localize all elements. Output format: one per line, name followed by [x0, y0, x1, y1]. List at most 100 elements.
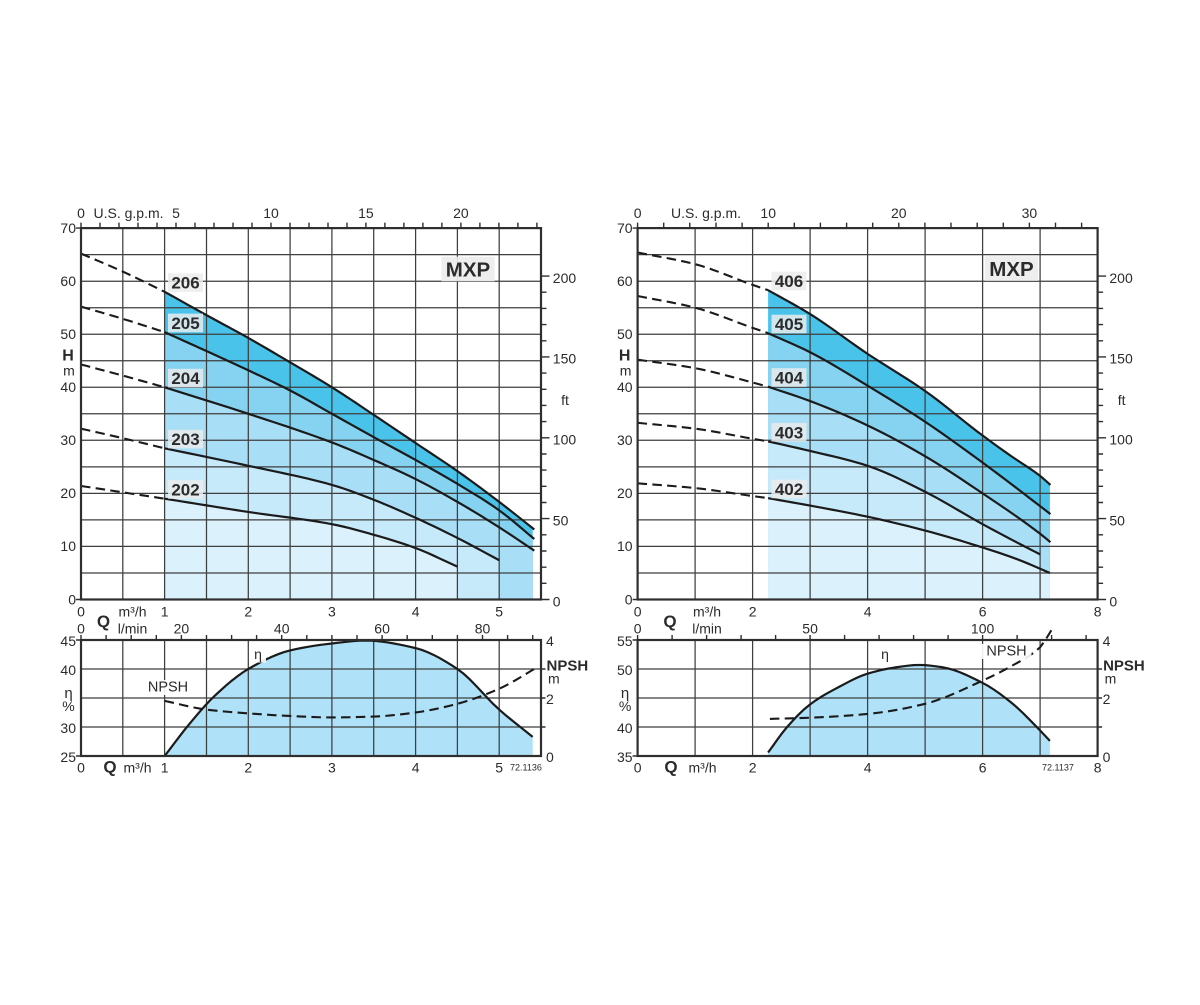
- svg-text:403: 403: [775, 423, 803, 442]
- svg-text:m: m: [63, 363, 75, 379]
- svg-text:30: 30: [1022, 205, 1038, 221]
- svg-text:%: %: [619, 698, 631, 714]
- svg-text:72.1137: 72.1137: [1042, 763, 1074, 773]
- svg-text:405: 405: [775, 315, 803, 334]
- svg-text:0: 0: [77, 760, 85, 776]
- svg-text:U.S. g.p.m.: U.S. g.p.m.: [671, 205, 741, 221]
- svg-text:H: H: [619, 348, 631, 365]
- svg-text:1: 1: [161, 760, 169, 776]
- svg-text:MXP: MXP: [989, 258, 1033, 281]
- svg-text:0: 0: [634, 621, 642, 637]
- svg-text:406: 406: [775, 272, 803, 291]
- svg-text:0: 0: [77, 621, 85, 637]
- svg-text:4: 4: [412, 604, 420, 620]
- svg-text:η: η: [254, 646, 262, 662]
- svg-text:30: 30: [60, 432, 76, 448]
- svg-text:5: 5: [495, 604, 503, 620]
- svg-text:204: 204: [171, 369, 200, 388]
- svg-text:40: 40: [617, 379, 633, 395]
- svg-text:8: 8: [1094, 604, 1102, 620]
- svg-text:Q: Q: [664, 758, 677, 777]
- svg-text:0: 0: [1103, 749, 1111, 765]
- svg-text:6: 6: [979, 760, 987, 776]
- svg-text:5: 5: [495, 760, 503, 776]
- svg-text:4: 4: [412, 760, 420, 776]
- svg-text:0: 0: [634, 604, 642, 620]
- svg-text:m³/h: m³/h: [124, 760, 152, 776]
- svg-text:15: 15: [358, 205, 374, 221]
- svg-text:20: 20: [174, 621, 190, 637]
- svg-text:30: 30: [617, 432, 633, 448]
- svg-text:20: 20: [453, 205, 469, 221]
- svg-text:6: 6: [979, 604, 987, 620]
- svg-text:5: 5: [172, 205, 180, 221]
- svg-text:100: 100: [1109, 432, 1133, 448]
- svg-text:10: 10: [617, 538, 633, 554]
- svg-text:202: 202: [171, 481, 199, 500]
- svg-text:l/min: l/min: [118, 621, 148, 637]
- svg-text:200: 200: [553, 270, 577, 286]
- svg-text:25: 25: [60, 749, 76, 765]
- svg-text:U.S. g.p.m.: U.S. g.p.m.: [93, 205, 163, 221]
- svg-text:m³/h: m³/h: [693, 604, 721, 620]
- svg-text:Q: Q: [97, 612, 110, 631]
- svg-text:m: m: [1105, 671, 1117, 687]
- svg-text:0: 0: [634, 205, 642, 221]
- svg-text:60: 60: [374, 621, 390, 637]
- svg-text:205: 205: [171, 314, 199, 333]
- svg-text:20: 20: [60, 485, 76, 501]
- svg-text:20: 20: [891, 205, 907, 221]
- svg-text:η: η: [881, 646, 889, 662]
- svg-text:m: m: [548, 671, 560, 687]
- svg-text:206: 206: [171, 274, 199, 293]
- svg-text:50: 50: [617, 662, 633, 678]
- svg-text:0: 0: [1109, 593, 1117, 609]
- svg-text:50: 50: [553, 512, 569, 528]
- svg-text:40: 40: [60, 662, 76, 678]
- svg-text:η: η: [64, 685, 72, 702]
- svg-text:Q: Q: [103, 758, 116, 777]
- svg-text:60: 60: [60, 273, 76, 289]
- svg-text:ft: ft: [561, 392, 569, 408]
- svg-text:40: 40: [617, 720, 633, 736]
- svg-text:200: 200: [1109, 270, 1133, 286]
- svg-text:m³/h: m³/h: [119, 604, 147, 620]
- svg-text:0: 0: [546, 749, 554, 765]
- svg-text:2: 2: [244, 604, 252, 620]
- svg-text:203: 203: [171, 430, 199, 449]
- svg-text:4: 4: [864, 604, 872, 620]
- svg-text:%: %: [62, 698, 74, 714]
- svg-text:80: 80: [475, 621, 491, 637]
- svg-text:10: 10: [263, 205, 279, 221]
- svg-text:MXP: MXP: [446, 258, 490, 281]
- svg-text:40: 40: [60, 379, 76, 395]
- svg-text:1: 1: [161, 604, 169, 620]
- svg-text:4: 4: [546, 633, 554, 649]
- svg-text:150: 150: [553, 351, 577, 367]
- svg-text:55: 55: [617, 633, 633, 649]
- svg-text:35: 35: [617, 749, 633, 765]
- svg-text:45: 45: [60, 633, 76, 649]
- svg-text:404: 404: [775, 369, 804, 388]
- svg-text:ft: ft: [1118, 392, 1126, 408]
- svg-text:10: 10: [760, 205, 776, 221]
- svg-text:70: 70: [60, 220, 76, 236]
- svg-text:NPSH: NPSH: [986, 644, 1026, 660]
- svg-text:2: 2: [749, 604, 757, 620]
- svg-text:0: 0: [625, 591, 633, 607]
- svg-text:0: 0: [68, 591, 76, 607]
- svg-text:m: m: [620, 363, 632, 379]
- svg-text:NPSH: NPSH: [148, 680, 188, 696]
- svg-text:m³/h: m³/h: [689, 760, 717, 776]
- svg-text:0: 0: [77, 205, 85, 221]
- svg-text:50: 50: [60, 326, 76, 342]
- svg-text:72.1136: 72.1136: [510, 763, 542, 773]
- svg-text:4: 4: [864, 760, 872, 776]
- svg-text:3: 3: [328, 604, 336, 620]
- svg-text:0: 0: [553, 593, 561, 609]
- svg-text:l/min: l/min: [692, 621, 722, 637]
- svg-text:2: 2: [244, 760, 252, 776]
- svg-text:40: 40: [274, 621, 290, 637]
- svg-text:0: 0: [634, 760, 642, 776]
- svg-text:20: 20: [617, 485, 633, 501]
